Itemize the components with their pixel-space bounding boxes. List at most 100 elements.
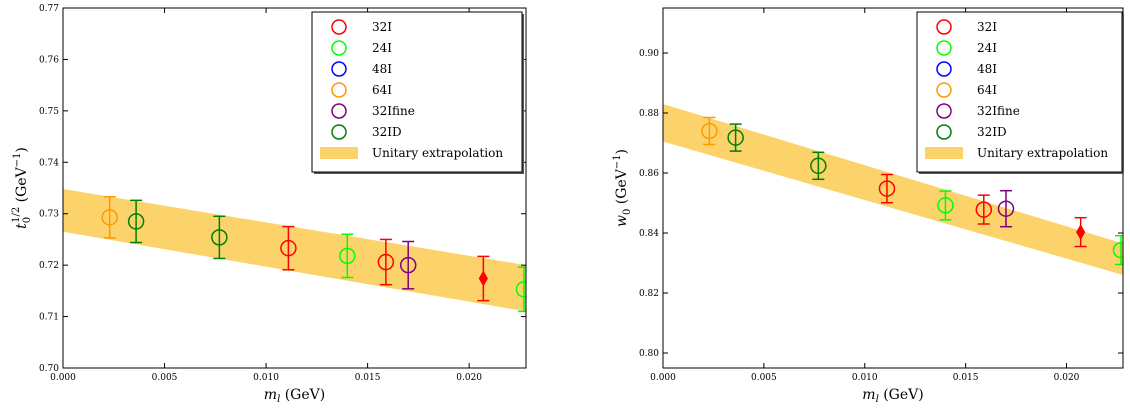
legend-label-band: Unitary extrapolation (372, 146, 503, 160)
y-tick-label: 0.76 (39, 55, 59, 65)
data-point-24I-2 (1112, 234, 1123, 266)
data-point-32I-3 (1074, 216, 1087, 248)
legend-marker-32I (331, 19, 347, 35)
legend-label-48I: 48I (977, 62, 997, 76)
plot-area (663, 104, 1123, 275)
data-point-32I-1 (878, 173, 896, 204)
legend-marker-48I (331, 61, 347, 77)
circle-marker (727, 129, 744, 146)
data-point-64I-1 (701, 116, 718, 146)
circle-marker (810, 157, 827, 175)
legend-band-swatch (925, 147, 963, 159)
data-point-24I-1 (937, 190, 954, 221)
x-axis-label: ml (GeV) (264, 387, 325, 405)
x-tick-label: 0.010 (253, 373, 279, 383)
legend-band-swatch (320, 147, 358, 159)
x-tick-label: 0.015 (355, 373, 381, 383)
legend-marker-32Ifine (331, 103, 347, 119)
y-tick-label: 0.82 (639, 289, 659, 299)
x-tick-label: 0.000 (50, 373, 76, 383)
plot-area (63, 189, 526, 313)
circle-marker (377, 253, 395, 271)
data-point-32Ifine-1 (399, 240, 417, 290)
x-tick-label: 0.000 (650, 373, 676, 383)
legend-label-48I: 48I (372, 62, 392, 76)
y-tick-label: 0.86 (639, 169, 659, 179)
circle-marker (701, 122, 718, 140)
legend: 32I 24I 48I 64I 32Ifine 32ID Unitary extrapola… (311, 11, 524, 174)
data-point-32ID-2 (211, 215, 228, 260)
data-point-32ID-1 (127, 199, 145, 244)
chart-panel-2: 0.000 0.005 0.010 0.015 0.020 0.80 0.82 0.84 0.8… (612, 7, 1124, 405)
circle-marker (1112, 241, 1123, 259)
axes-frame (62, 7, 527, 369)
legend-marker-32ID (331, 124, 347, 140)
circle-marker (339, 247, 356, 265)
circle-marker (997, 200, 1015, 217)
circle-marker (211, 229, 228, 246)
circle-marker (975, 201, 993, 218)
y-axis-label: t01/2 (GeV−1) (11, 147, 33, 229)
circle-marker (101, 209, 118, 226)
data-point-64I-1 (101, 195, 118, 239)
data-point-32Ifine-1 (997, 189, 1015, 228)
y-tick-label: 0.70 (39, 364, 59, 374)
y-tick-label: 0.77 (39, 4, 59, 14)
legend-marker-64I (936, 82, 952, 98)
legend-marker-64I (331, 82, 347, 98)
y-tick-label: 0.80 (639, 349, 659, 359)
x-axis-label: ml (GeV) (862, 387, 923, 405)
legend-marker-24I (331, 40, 347, 56)
extrapolation-band (63, 189, 526, 312)
legend-marker-32I (936, 19, 952, 35)
y-tick-label: 0.72 (39, 261, 59, 271)
circle-marker (280, 239, 297, 257)
x-tick-label: 0.005 (751, 373, 777, 383)
y-tick-label: 0.84 (639, 229, 659, 239)
diamond-marker (1076, 224, 1086, 241)
data-point-32I-2 (377, 238, 395, 286)
x-tick-label: 0.020 (1054, 373, 1080, 383)
y-axis-label: w0 (GeV−1) (612, 149, 633, 227)
legend-marker-32Ifine (936, 103, 952, 119)
legend-label-band: Unitary extrapolation (977, 146, 1108, 160)
circle-marker (127, 213, 145, 230)
data-point-32I-1 (280, 225, 297, 271)
legend: 32I 24I 48I 64I 32Ifine 32ID Unitary extrapola… (916, 11, 1124, 174)
legend-label-32ID: 32ID (977, 125, 1007, 139)
y-tick-label: 0.88 (639, 109, 659, 119)
circle-marker (878, 180, 896, 197)
legend-box (311, 11, 523, 173)
chart-panel-1: 0.000 0.005 0.010 0.015 0.020 0.70 0.71 0.72 0.7… (11, 4, 527, 405)
legend-label-32Ifine: 32Ifine (977, 104, 1020, 118)
legend-marker-32ID (936, 124, 952, 140)
data-point-24I-2 (515, 266, 526, 313)
extrapolation-band (663, 104, 1123, 275)
circle-marker (515, 281, 526, 298)
axes-frame (662, 7, 1124, 369)
y-tick-label: 0.71 (39, 313, 59, 323)
x-tick-label: 0.005 (152, 373, 178, 383)
data-point-32I-2 (975, 194, 993, 225)
x-tick-label: 0.020 (456, 373, 482, 383)
y-tick-label: 0.74 (39, 158, 59, 168)
legend-label-32Ifine: 32Ifine (372, 104, 415, 118)
data-point-32ID-2 (810, 151, 827, 181)
data-point-24I-1 (339, 233, 356, 279)
y-tick-label: 0.75 (39, 107, 59, 117)
legend-label-32I: 32I (372, 20, 392, 34)
legend-label-64I: 64I (977, 83, 997, 97)
legend-label-32ID: 32ID (372, 125, 402, 139)
x-tick-label: 0.015 (953, 373, 979, 383)
y-tick-label: 0.73 (39, 210, 59, 220)
legend-marker-24I (936, 40, 952, 56)
legend-marker-48I (936, 61, 952, 77)
circle-marker (399, 256, 417, 274)
legend-label-32I: 32I (977, 20, 997, 34)
y-tick-label: 0.90 (639, 49, 659, 59)
circle-marker (937, 197, 954, 214)
legend-label-24I: 24I (977, 41, 997, 55)
legend-label-24I: 24I (372, 41, 392, 55)
x-tick-label: 0.010 (852, 373, 878, 383)
